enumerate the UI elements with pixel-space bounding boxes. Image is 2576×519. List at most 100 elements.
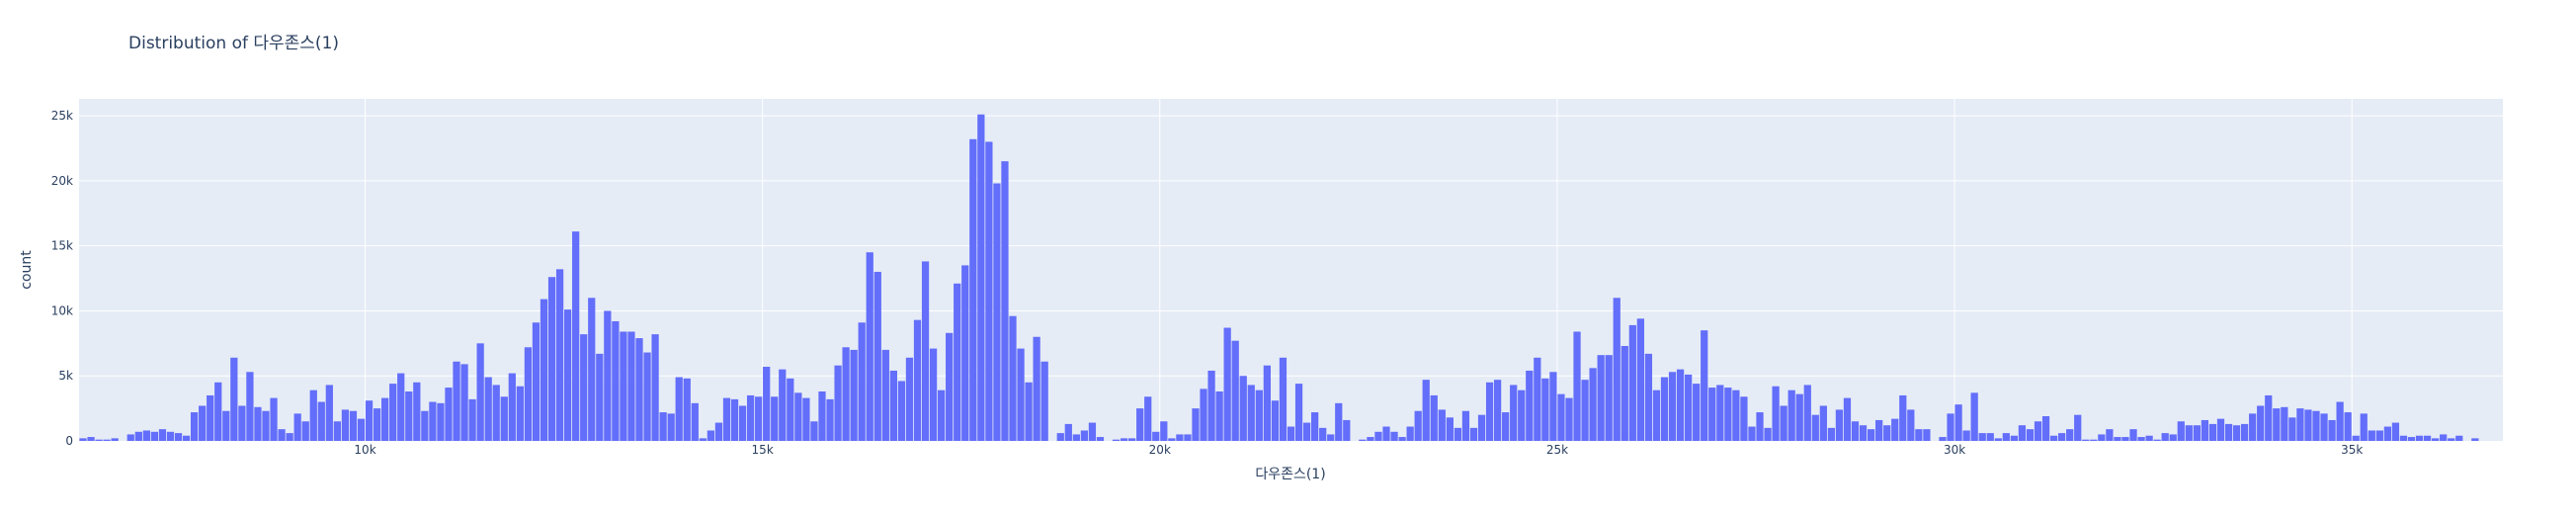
histogram-bar[interactable] xyxy=(2216,418,2225,441)
histogram-bar[interactable] xyxy=(2471,438,2479,441)
histogram-bar[interactable] xyxy=(1136,408,1144,441)
histogram-bar[interactable] xyxy=(389,384,397,441)
histogram-bar[interactable] xyxy=(929,348,938,441)
histogram-bar[interactable] xyxy=(182,435,191,441)
histogram-bar[interactable] xyxy=(2002,433,2010,441)
histogram-bar[interactable] xyxy=(1685,374,1693,441)
histogram-bar[interactable] xyxy=(1207,370,1215,441)
histogram-bar[interactable] xyxy=(1247,385,1255,441)
histogram-bar[interactable] xyxy=(1772,386,1780,441)
histogram-bar[interactable] xyxy=(1152,431,1160,441)
histogram-bar[interactable] xyxy=(985,141,993,442)
histogram-bar[interactable] xyxy=(635,338,643,441)
histogram-bar[interactable] xyxy=(1716,385,1724,441)
histogram-bar[interactable] xyxy=(1613,298,1620,441)
histogram-bar[interactable] xyxy=(2415,435,2424,441)
histogram-bar[interactable] xyxy=(555,269,564,441)
histogram-bar[interactable] xyxy=(2265,394,2273,441)
histogram-bar[interactable] xyxy=(954,283,961,441)
histogram-bar[interactable] xyxy=(2010,435,2018,441)
histogram-bar[interactable] xyxy=(2304,409,2312,441)
histogram-bar[interactable] xyxy=(2249,413,2257,441)
histogram-bar[interactable] xyxy=(961,265,969,441)
histogram-bar[interactable] xyxy=(1803,385,1811,441)
histogram-bar[interactable] xyxy=(2098,434,2106,441)
histogram-bar[interactable] xyxy=(1176,434,1184,441)
histogram-bar[interactable] xyxy=(2296,408,2304,441)
histogram-bar[interactable] xyxy=(1160,421,1168,441)
histogram-bar[interactable] xyxy=(286,433,293,441)
histogram-bar[interactable] xyxy=(1040,361,1048,441)
histogram-bar[interactable] xyxy=(1573,331,1581,441)
histogram-bar[interactable] xyxy=(588,298,596,441)
histogram-bar[interactable] xyxy=(1430,394,1438,441)
histogram-bar[interactable] xyxy=(111,438,119,441)
histogram-bar[interactable] xyxy=(1962,430,1970,441)
histogram-bar[interactable] xyxy=(706,430,715,441)
histogram-bar[interactable] xyxy=(1875,419,1883,441)
histogram-bar[interactable] xyxy=(651,334,659,441)
histogram-bar[interactable] xyxy=(2352,435,2360,441)
histogram-bar[interactable] xyxy=(1231,340,1239,441)
histogram-bar[interactable] xyxy=(977,114,985,441)
histogram-bar[interactable] xyxy=(1867,429,1875,441)
histogram-bar[interactable] xyxy=(2208,423,2217,441)
histogram-bar[interactable] xyxy=(787,378,794,441)
histogram-bar[interactable] xyxy=(1589,368,1597,441)
histogram-bar[interactable] xyxy=(317,401,325,441)
histogram-bar[interactable] xyxy=(866,252,873,441)
histogram-bar[interactable] xyxy=(2058,433,2066,441)
histogram-bar[interactable] xyxy=(1676,369,1685,441)
histogram-bar[interactable] xyxy=(1239,376,1247,441)
histogram-bar[interactable] xyxy=(1644,353,1653,441)
histogram-bar[interactable] xyxy=(1923,429,1931,441)
histogram-bar[interactable] xyxy=(1144,396,1152,441)
histogram-bar[interactable] xyxy=(1557,393,1565,441)
histogram-bar[interactable] xyxy=(1414,410,1422,441)
histogram-bar[interactable] xyxy=(1819,405,1827,441)
histogram-bar[interactable] xyxy=(278,429,286,441)
histogram-bar[interactable] xyxy=(413,382,421,441)
histogram-bar[interactable] xyxy=(1764,427,1772,441)
histogram-bar[interactable] xyxy=(1748,426,1756,441)
histogram-bar[interactable] xyxy=(1294,384,1303,441)
histogram-bar[interactable] xyxy=(2391,422,2400,441)
histogram-bar[interactable] xyxy=(1907,409,1915,441)
histogram-bar[interactable] xyxy=(1359,439,1367,441)
histogram-bar[interactable] xyxy=(2169,434,2177,441)
histogram-bar[interactable] xyxy=(2106,429,2114,441)
histogram-bar[interactable] xyxy=(1382,426,1390,441)
histogram-bar[interactable] xyxy=(612,320,620,441)
histogram-bar[interactable] xyxy=(492,385,500,441)
histogram-bar[interactable] xyxy=(1255,389,1263,441)
histogram-bar[interactable] xyxy=(2177,421,2185,441)
histogram-bar[interactable] xyxy=(2432,438,2440,441)
histogram-bar[interactable] xyxy=(1398,437,1406,441)
histogram-bar[interactable] xyxy=(905,357,914,441)
histogram-bar[interactable] xyxy=(1549,372,1557,441)
histogram-bar[interactable] xyxy=(2288,417,2296,441)
histogram-bar[interactable] xyxy=(301,421,309,441)
histogram-bar[interactable] xyxy=(2281,406,2288,441)
histogram-bar[interactable] xyxy=(524,347,533,441)
histogram-bar[interactable] xyxy=(2114,437,2121,441)
histogram-bar[interactable] xyxy=(1636,318,1644,441)
histogram-bar[interactable] xyxy=(794,392,802,441)
histogram-bar[interactable] xyxy=(858,322,866,441)
histogram-bar[interactable] xyxy=(1223,327,1231,441)
histogram-bar[interactable] xyxy=(1271,400,1280,441)
histogram-bar[interactable] xyxy=(547,277,556,441)
histogram-bar[interactable] xyxy=(1072,434,1080,441)
histogram-bar[interactable] xyxy=(802,397,810,441)
histogram-bar[interactable] xyxy=(842,347,850,441)
histogram-bar[interactable] xyxy=(134,431,142,441)
histogram-bar[interactable] xyxy=(2041,416,2050,441)
histogram-bar[interactable] xyxy=(580,334,588,441)
histogram-bar[interactable] xyxy=(2383,426,2392,441)
histogram-bar[interactable] xyxy=(2448,438,2455,441)
histogram-bar[interactable] xyxy=(540,299,548,441)
histogram-bar[interactable] xyxy=(1708,388,1716,441)
histogram-bar[interactable] xyxy=(572,231,580,441)
histogram-bar[interactable] xyxy=(779,369,787,441)
histogram-bar[interactable] xyxy=(1374,431,1382,441)
